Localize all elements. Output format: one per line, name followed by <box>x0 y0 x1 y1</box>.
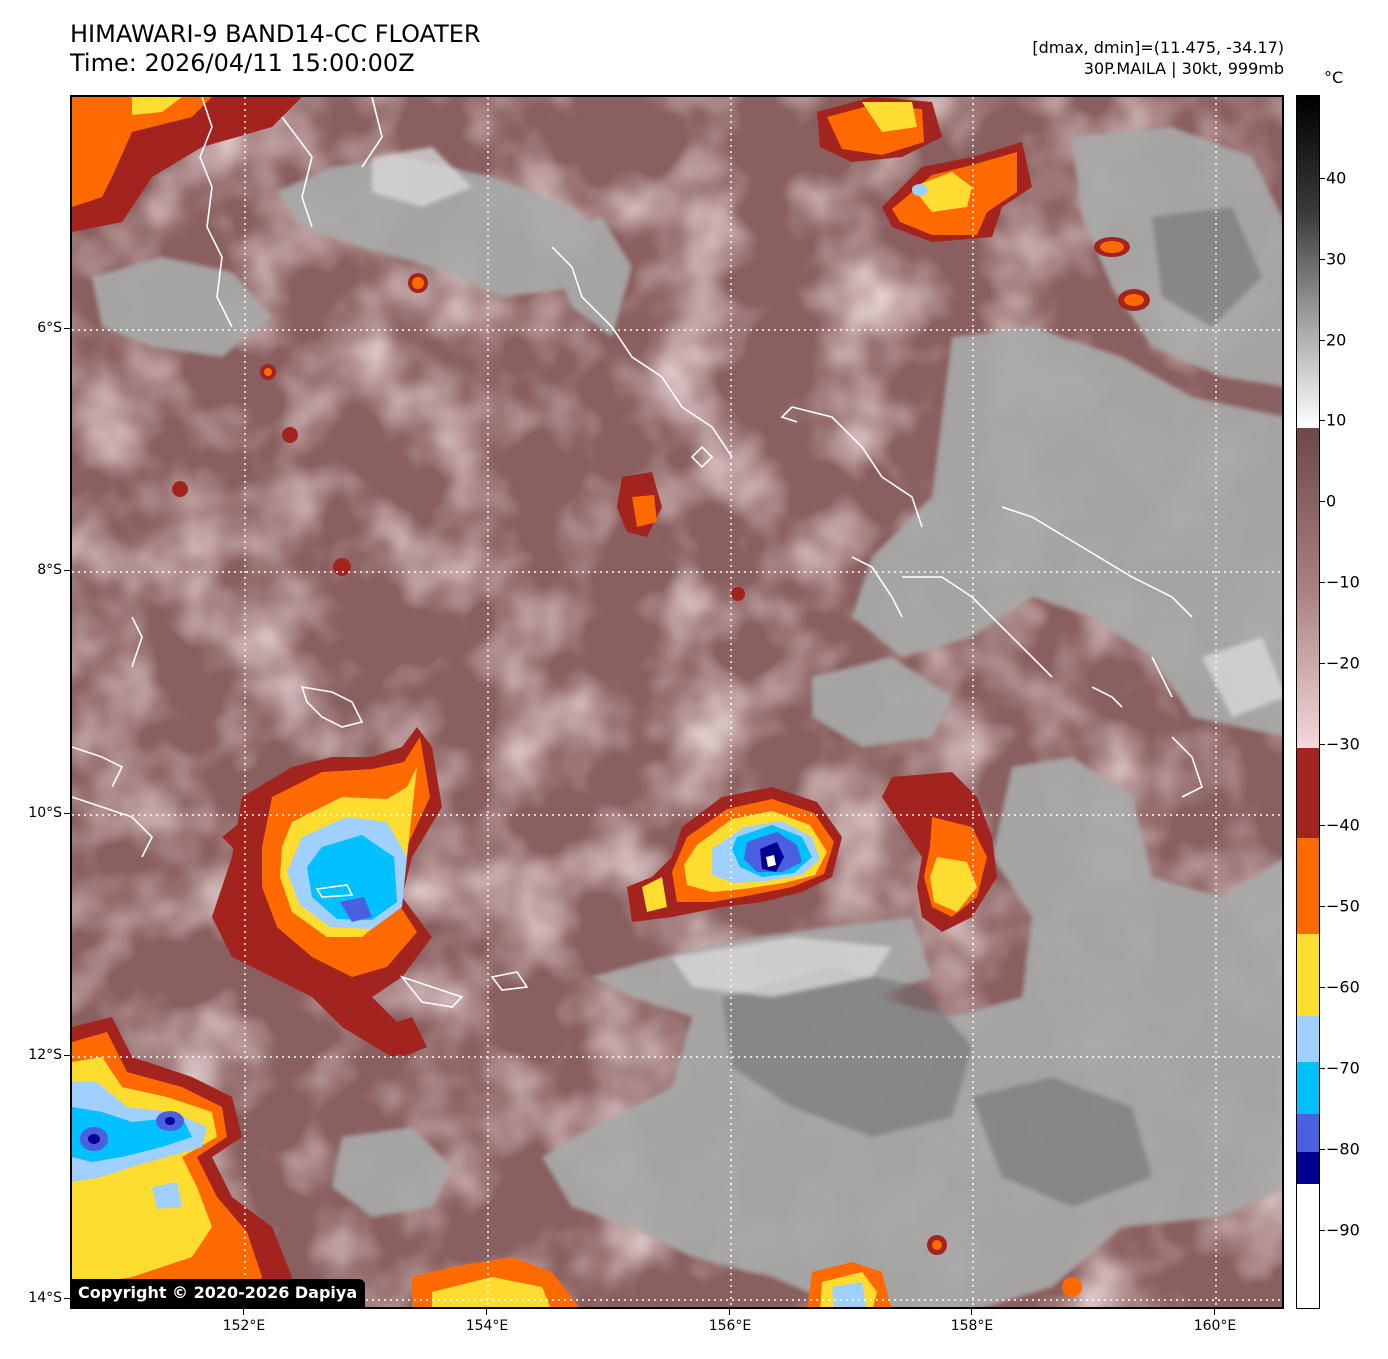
colorbar-tick-mark <box>1320 825 1325 826</box>
chart-time: Time: 2026/04/11 15:00:00Z <box>70 49 415 77</box>
graticule <box>72 97 1282 1307</box>
colorbar-tick-40: 40 <box>1326 168 1347 188</box>
lon-tick <box>729 1309 730 1315</box>
lon-tick <box>243 1309 244 1315</box>
info-block: [dmax, dmin]=(11.475, -34.17) 30P.MAILA … <box>1032 37 1284 79</box>
colorbar-tick-m70: −70 <box>1326 1058 1360 1078</box>
colorbar-tick-mark <box>1320 744 1325 745</box>
lon-label-160e: 160°E <box>1193 1318 1237 1334</box>
convection-south <box>412 1257 891 1307</box>
lat-tick <box>64 813 70 814</box>
colorbar-tick-mark <box>1320 987 1325 988</box>
storm-info: 30P.MAILA | 30kt, 999mb <box>1083 59 1284 78</box>
lat-tick <box>64 1055 70 1056</box>
colorbar-tick-mark <box>1320 501 1325 502</box>
colorbar-tick-0: 0 <box>1326 491 1337 511</box>
title-block: HIMAWARI-9 BAND14-CC FLOATER Time: 2026/… <box>70 20 481 78</box>
convection-northwest <box>72 97 302 232</box>
chart-title: HIMAWARI-9 BAND14-CC FLOATER <box>70 20 481 48</box>
colorbar-tick-10: 10 <box>1326 410 1347 430</box>
colorbar <box>1296 95 1320 1309</box>
lon-tick <box>486 1309 487 1315</box>
convection-north <box>817 97 1150 311</box>
colorbar-tick-m40: −40 <box>1326 815 1360 835</box>
colorbar-tick-mark <box>1320 582 1325 583</box>
colorbar-tick-30: 30 <box>1326 249 1347 269</box>
colorbar-tick-m90: −90 <box>1326 1220 1360 1240</box>
colorbar-tick-m10: −10 <box>1326 572 1360 592</box>
lon-tick <box>1214 1309 1215 1315</box>
lat-label-12s: 12°S <box>28 1047 62 1063</box>
colorbar-tick-mark <box>1320 340 1325 341</box>
colorbar-tick-mark <box>1320 420 1325 421</box>
dark-cloud-regions <box>722 207 1262 1207</box>
colorbar-tick-mark <box>1320 663 1325 664</box>
lat-label-8s: 8°S <box>37 562 62 578</box>
scattered-cells <box>172 273 1082 1297</box>
lat-label-14s: 14°S <box>28 1290 62 1306</box>
copyright-label: Copyright © 2020-2026 Dapiya <box>72 1279 366 1307</box>
convection-southwest-system <box>72 1017 292 1307</box>
convection-east-system <box>882 772 997 932</box>
lat-label-10s: 10°S <box>28 805 62 821</box>
lon-label-158e: 158°E <box>950 1318 994 1334</box>
lat-label-6s: 6°S <box>37 320 62 336</box>
coastlines <box>72 97 1203 1008</box>
lat-tick <box>64 570 70 571</box>
convection-west-system <box>212 727 442 1057</box>
colorbar-tick-mark <box>1320 259 1325 260</box>
colorbar-tick-mark <box>1320 1149 1325 1150</box>
lon-tick <box>971 1309 972 1315</box>
colorbar-tick-m60: −60 <box>1326 977 1360 997</box>
colorbar-tick-m20: −20 <box>1326 653 1360 673</box>
colorbar-gradient <box>1297 96 1319 1308</box>
satellite-map: Copyright © 2020-2026 Dapiya <box>70 95 1284 1309</box>
lon-label-152e: 152°E <box>222 1318 266 1334</box>
colorbar-tick-20: 20 <box>1326 330 1347 350</box>
colorbar-tick-mark <box>1320 1068 1325 1069</box>
colorbar-tick-mark <box>1320 1230 1325 1231</box>
satellite-image <box>72 97 1282 1307</box>
bright-cloud-regions <box>372 147 1282 997</box>
data-range: [dmax, dmin]=(11.475, -34.17) <box>1032 38 1284 57</box>
colorbar-tick-m80: −80 <box>1326 1139 1360 1159</box>
colorbar-unit: °C <box>1324 68 1344 87</box>
colorbar-tick-m50: −50 <box>1326 896 1360 916</box>
colorbar-tick-mark <box>1320 178 1325 179</box>
colorbar-tick-mark <box>1320 906 1325 907</box>
lon-label-156e: 156°E <box>708 1318 752 1334</box>
convection-central-system <box>627 787 842 922</box>
lat-tick <box>64 1298 70 1299</box>
colorbar-tick-m30: −30 <box>1326 734 1360 754</box>
lat-tick <box>64 328 70 329</box>
lon-label-154e: 154°E <box>465 1318 509 1334</box>
